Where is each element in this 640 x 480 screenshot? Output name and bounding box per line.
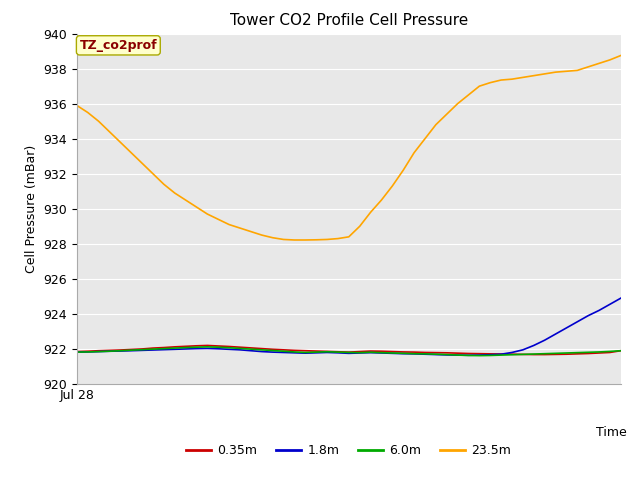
Y-axis label: Cell Pressure (mBar): Cell Pressure (mBar): [25, 144, 38, 273]
Legend: 0.35m, 1.8m, 6.0m, 23.5m: 0.35m, 1.8m, 6.0m, 23.5m: [181, 439, 516, 462]
Title: Tower CO2 Profile Cell Pressure: Tower CO2 Profile Cell Pressure: [230, 13, 468, 28]
Text: Time: Time: [596, 426, 627, 439]
Text: TZ_co2prof: TZ_co2prof: [79, 39, 157, 52]
